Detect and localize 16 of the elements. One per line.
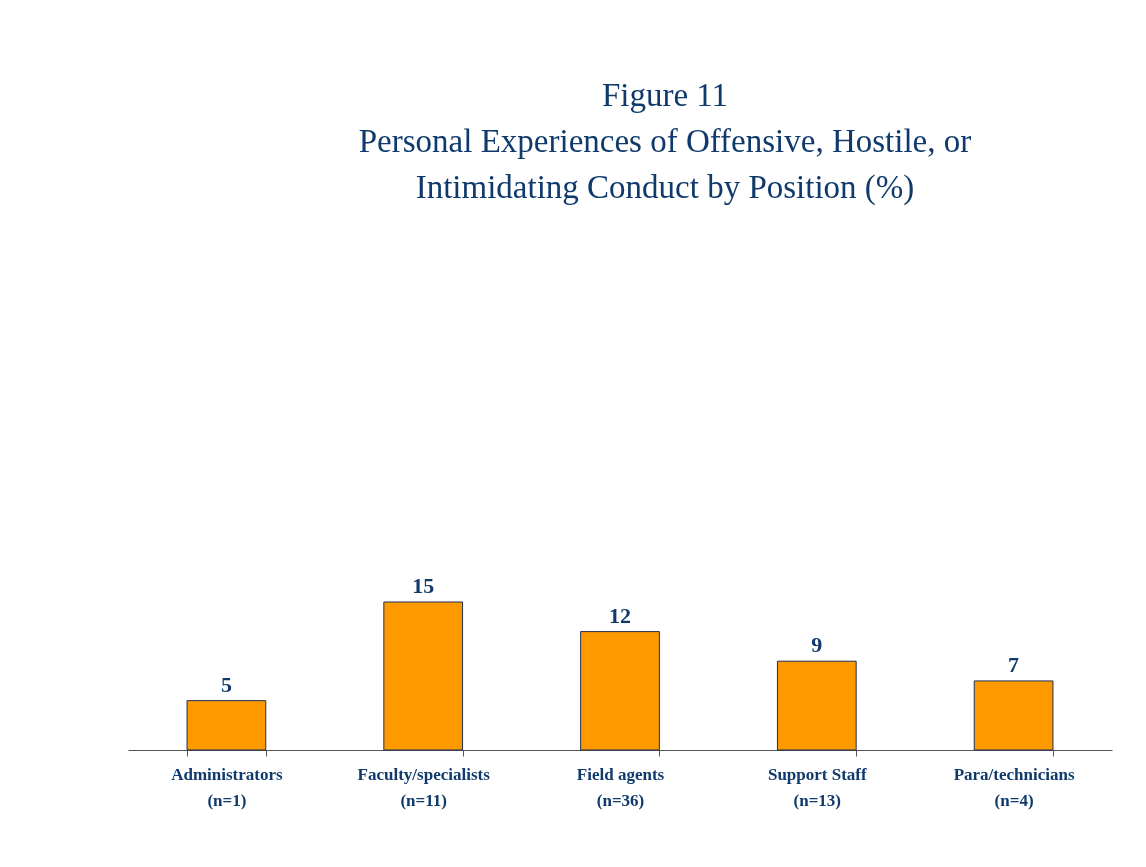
x-tick-label: Para/technicians (n=4) bbox=[953, 764, 1075, 810]
data-label: 15 bbox=[412, 573, 435, 598]
bar bbox=[186, 700, 267, 751]
bar bbox=[973, 680, 1054, 751]
x-tick-label: Support Staff (n=13) bbox=[767, 764, 867, 810]
bar bbox=[580, 631, 660, 751]
data-label: 5 bbox=[220, 671, 232, 697]
chart-title: Figure 11 Personal Experiences of Offensive, Hostile, or Intimidating Conduct by Position (%) bbox=[358, 77, 972, 206]
bar bbox=[383, 601, 464, 751]
x-tick-label: Faculty/specialists (n=11) bbox=[357, 764, 491, 810]
bar bbox=[776, 660, 857, 751]
data-label: 7 bbox=[1008, 651, 1020, 677]
data-label: 9 bbox=[811, 632, 823, 658]
x-tick-label: Field agents (n=36) bbox=[576, 764, 665, 810]
x-tick-label: Administrators (n=1) bbox=[171, 764, 283, 810]
data-label: 12 bbox=[609, 602, 631, 628]
